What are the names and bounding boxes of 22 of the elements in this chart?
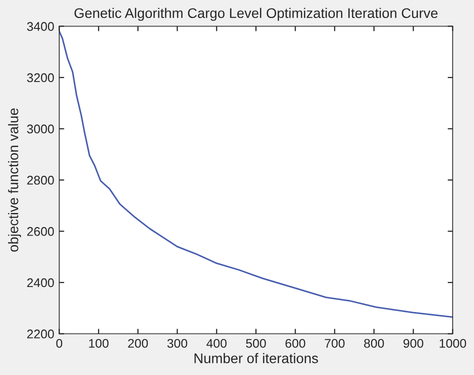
y-tick-label: 3200: [27, 73, 54, 82]
x-tick-label: 100: [89, 338, 109, 348]
y-tick-label: 3000: [27, 124, 54, 134]
y-tick-label: 2200: [27, 330, 54, 338]
x-tick-label: 900: [403, 338, 424, 348]
x-tick-label: 600: [286, 338, 306, 348]
x-tick-label: 0: [56, 338, 62, 348]
x-tick-label: 300: [167, 338, 188, 348]
x-tick-label: 400: [206, 338, 227, 348]
x-tick-label: 800: [364, 338, 384, 348]
x-axis-title: Number of iterations: [194, 353, 318, 364]
x-tick-label: 1000: [440, 338, 466, 348]
x-tick-label: 700: [324, 338, 345, 348]
y-tick-label: 2800: [27, 176, 54, 185]
x-tick-label: 500: [246, 338, 266, 348]
line-series: [59, 30, 453, 318]
y-tick-label: 2600: [27, 227, 54, 236]
x-tick-label: 200: [128, 338, 148, 348]
y-tick-label: 3400: [27, 22, 54, 31]
y-tick-label: 2400: [27, 278, 54, 288]
y-axis-title: objective function value: [8, 108, 22, 252]
chart-title: Genetic Algorithm Cargo Level Optimization Iteration Curve: [74, 8, 438, 21]
